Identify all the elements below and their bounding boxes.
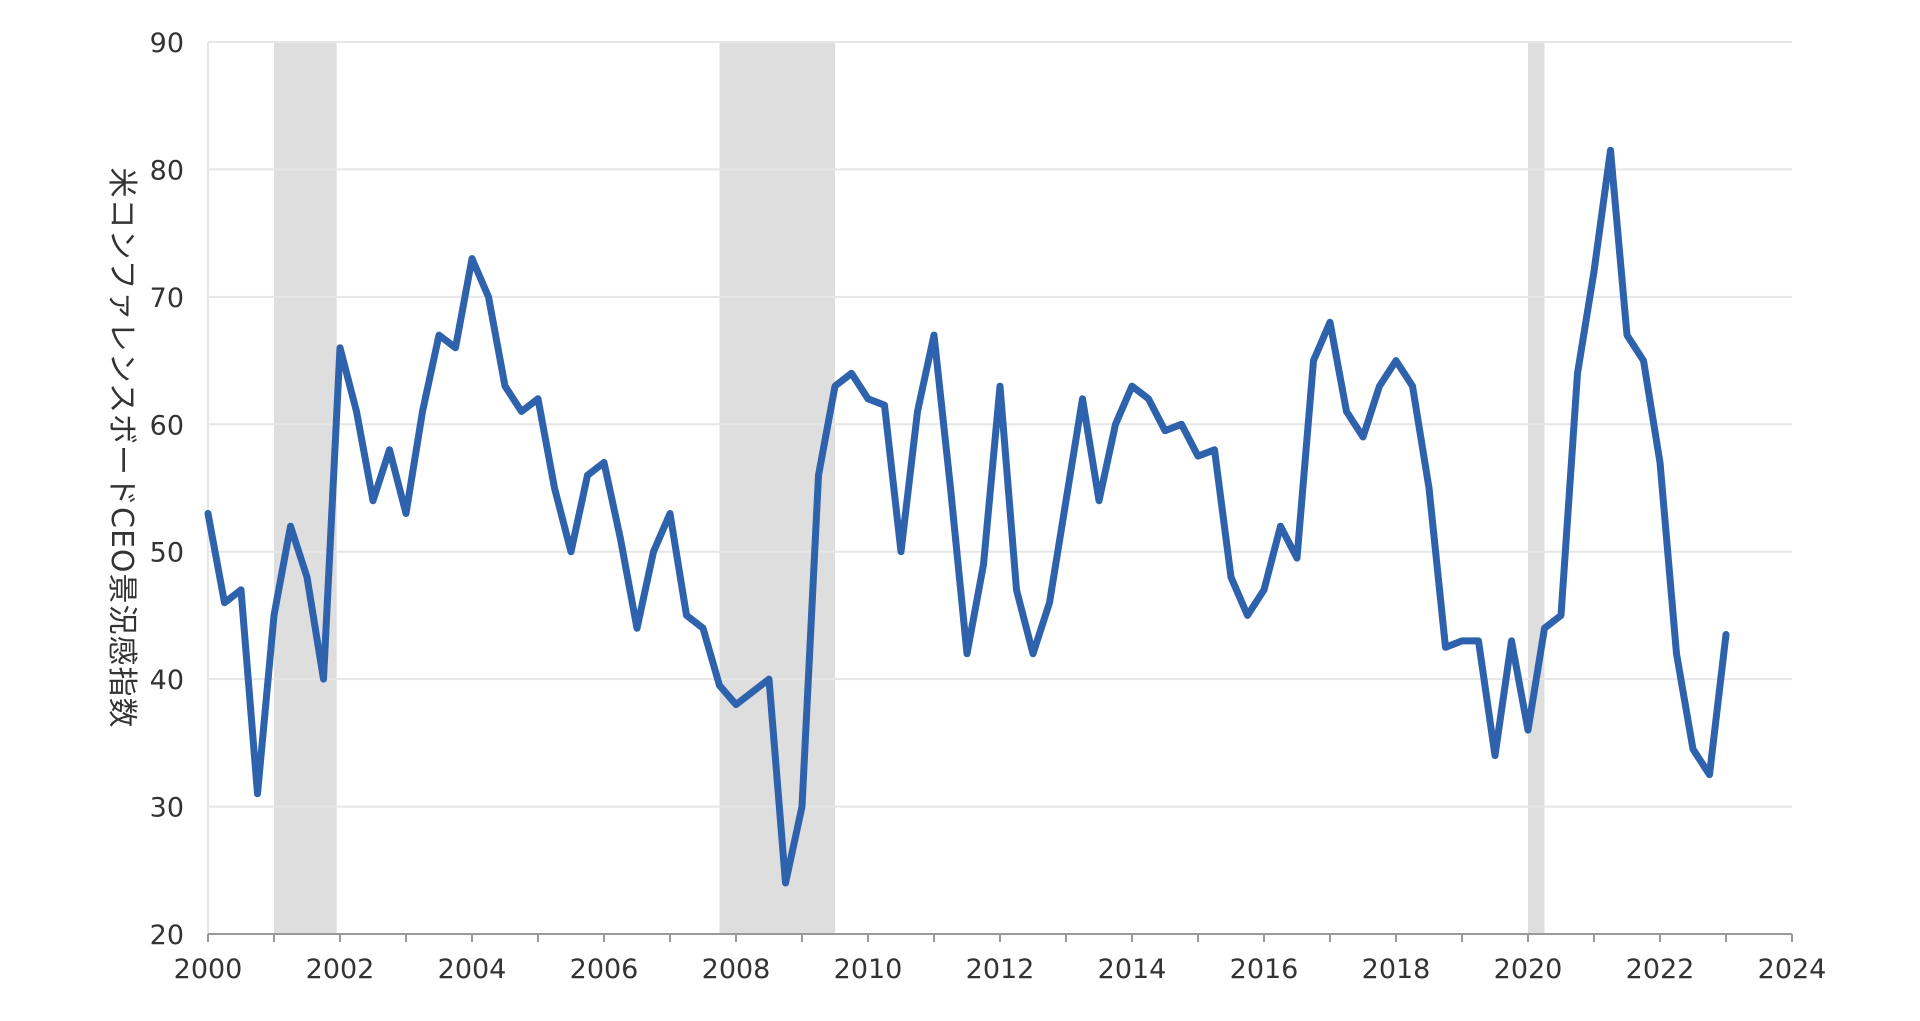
y-tick-label-30: 30: [150, 793, 184, 824]
y-tick-label-60: 60: [150, 410, 184, 441]
x-tick-label-2002: 2002: [306, 954, 375, 985]
x-tick-label-2006: 2006: [570, 954, 639, 985]
axes: [207, 42, 1793, 942]
series-layer: [204, 146, 1730, 887]
y-tick-label-20: 20: [150, 920, 184, 951]
y-axis-title: 米コンファレンスボードCEO景況感指数: [104, 167, 139, 728]
x-tick-label-2018: 2018: [1362, 954, 1431, 985]
x-tick-label-2012: 2012: [966, 954, 1035, 985]
x-tick-label-2016: 2016: [1230, 954, 1299, 985]
y-tick-label-40: 40: [150, 665, 184, 696]
y-tick-label-90: 90: [150, 28, 184, 59]
x-tick-label-2004: 2004: [438, 954, 507, 985]
x-tick-label-2022: 2022: [1626, 954, 1695, 985]
y-tick-label-80: 80: [150, 155, 184, 186]
x-tick-label-2014: 2014: [1098, 954, 1167, 985]
x-tick-label-2010: 2010: [834, 954, 903, 985]
series-line-1: [204, 146, 1730, 887]
y-tick-label-70: 70: [150, 283, 184, 314]
y-tick-label-50: 50: [150, 538, 184, 569]
x-tick-label-2008: 2008: [702, 954, 771, 985]
x-tick-label-2000: 2000: [174, 954, 243, 985]
recession-band-1: [274, 42, 337, 934]
x-tick-label-2024: 2024: [1758, 954, 1827, 985]
recession-band-3: [1528, 42, 1545, 934]
tick-labels: 20 30 40 50 60 70 80 90 2000 2002 2004 2006 2008 2010…: [150, 28, 1827, 985]
x-tick-label-2020: 2020: [1494, 954, 1563, 985]
